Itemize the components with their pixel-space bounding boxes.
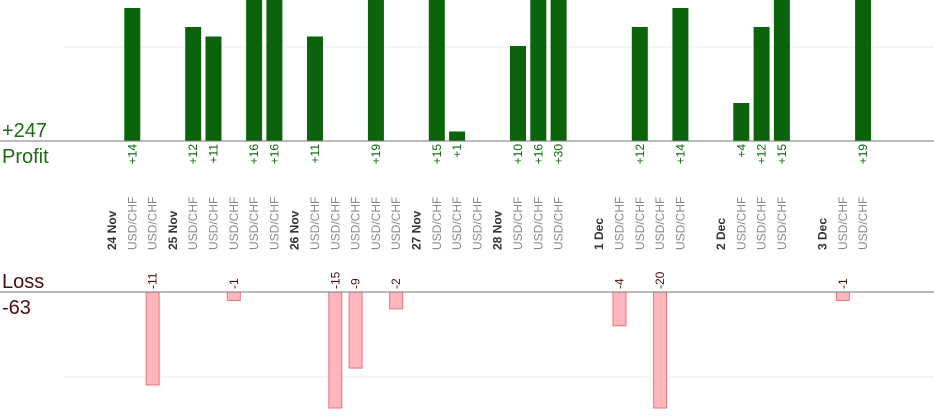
date-label: 1 Dec <box>592 218 606 250</box>
pair-label: USD/CHF <box>267 197 281 250</box>
profit-bar-label: +4 <box>734 144 748 158</box>
pair-label: USD/CHF <box>470 197 484 250</box>
profit-bar <box>631 27 648 141</box>
date-label: 27 Nov <box>410 210 424 250</box>
pair-label: USD/CHF <box>146 197 160 250</box>
profit-bar <box>773 0 790 141</box>
profit-bar-label: +10 <box>511 144 525 165</box>
loss-bar-label: -1 <box>227 278 241 289</box>
loss-bar <box>226 291 241 301</box>
profit-total: +247 <box>2 120 47 142</box>
profit-bar-label: +11 <box>308 144 322 164</box>
profit-bar <box>510 46 526 141</box>
profit-bar <box>855 0 872 141</box>
loss-bar <box>328 291 343 409</box>
profit-bar-label: +14 <box>673 144 687 165</box>
loss-bar <box>612 291 627 327</box>
pair-label: USD/CHF <box>450 197 464 250</box>
profit-bar-label: +12 <box>633 144 647 165</box>
profit-bar <box>367 0 384 141</box>
loss-bar-label: -11 <box>146 272 160 289</box>
profit-bar <box>185 27 202 141</box>
profit-bar-label: +16 <box>531 144 545 165</box>
profit-bar-label: +1 <box>450 144 464 158</box>
pair-label: USD/CHF <box>308 197 322 250</box>
pair-label: USD/CHF <box>227 197 241 250</box>
profit-bar <box>205 36 222 141</box>
pair-label: USD/CHF <box>633 197 647 250</box>
profit-bar-label: +14 <box>125 144 139 165</box>
loss-bar-label: -4 <box>613 278 627 289</box>
loss-total: -63 <box>2 297 31 319</box>
pair-label: USD/CHF <box>328 197 342 250</box>
pair-label: USD/CHF <box>430 197 444 250</box>
pair-label: USD/CHF <box>207 197 221 250</box>
date-label: 28 Nov <box>491 210 505 250</box>
loss-bar <box>145 291 160 386</box>
axes <box>0 140 934 293</box>
loss-bar <box>389 291 404 310</box>
profit-bar-label: +16 <box>267 144 281 165</box>
pair-label: USD/CHF <box>856 197 870 250</box>
loss-bar-label: -15 <box>328 271 342 289</box>
pair-label: USD/CHF <box>247 197 261 250</box>
pair-label: USD/CHF <box>186 197 200 250</box>
profit-bar-label: +15 <box>430 144 444 165</box>
date-label: 24 Nov <box>105 210 119 250</box>
pair-label: USD/CHF <box>613 197 627 250</box>
profit-bar-label: +15 <box>775 144 789 165</box>
profit-bar <box>550 0 567 141</box>
profit-bar-label: +19 <box>856 144 870 165</box>
profit-bar <box>428 0 445 141</box>
date-label: 3 Dec <box>816 218 830 250</box>
profit-label: Profit <box>2 146 49 168</box>
loss-bar <box>653 291 668 409</box>
loss-bar-label: -20 <box>653 271 667 289</box>
profit-bar <box>307 36 323 141</box>
profit-bar-label: +16 <box>247 144 261 165</box>
loss-bar <box>835 291 850 301</box>
profit-bar-label: +12 <box>755 144 769 165</box>
pair-label: USD/CHF <box>511 197 525 250</box>
profit-bar <box>530 0 547 141</box>
pair-label: USD/CHF <box>775 197 789 250</box>
pair-label: USD/CHF <box>836 197 850 250</box>
profit-bar <box>753 27 770 141</box>
pair-label: USD/CHF <box>531 197 545 250</box>
pair-label: USD/CHF <box>389 197 403 250</box>
profit-bar-label: +30 <box>552 144 566 165</box>
labels: 24 Nov USD/CHF +14 USD/CHF -11 25 Nov USD/CHF +… <box>105 144 870 289</box>
pair-label: USD/CHF <box>349 197 363 250</box>
date-label: 25 Nov <box>166 210 180 250</box>
loss-bar-label: -2 <box>389 278 403 289</box>
pair-label: USD/CHF <box>125 197 139 250</box>
date-label: 26 Nov <box>288 210 302 250</box>
loss-bar <box>348 291 363 369</box>
pair-label: USD/CHF <box>734 197 748 250</box>
profit-bar-label: +19 <box>369 144 383 165</box>
profit-bar-label: +12 <box>186 144 200 165</box>
pair-label: USD/CHF <box>755 197 769 250</box>
profit-bar <box>246 0 263 141</box>
date-label: 2 Dec <box>714 218 728 250</box>
loss-label: Loss <box>2 271 44 293</box>
profit-bar <box>733 103 750 141</box>
profit-bar-label: +11 <box>207 144 221 164</box>
profit-bar <box>449 131 466 141</box>
loss-bar-label: -9 <box>349 278 363 289</box>
pair-label: USD/CHF <box>653 197 667 250</box>
profit-bar <box>672 8 689 141</box>
pair-label: USD/CHF <box>369 197 383 250</box>
pair-label: USD/CHF <box>552 197 566 250</box>
pair-label: USD/CHF <box>673 197 687 250</box>
profit-bar <box>266 0 283 141</box>
loss-bar-label: -1 <box>836 278 850 289</box>
bars <box>124 0 872 409</box>
profit-bar <box>124 8 141 141</box>
